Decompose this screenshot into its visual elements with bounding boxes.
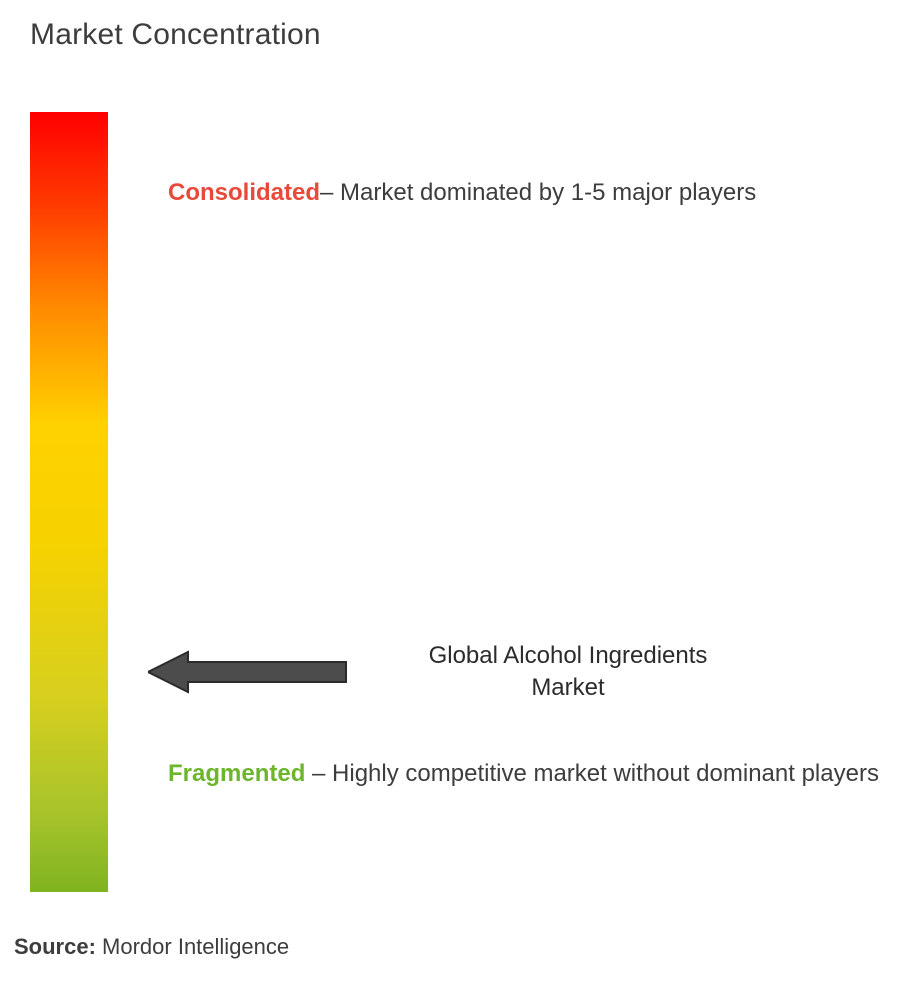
page-title: Market Concentration — [30, 18, 891, 52]
source-line: Source: Mordor Intelligence — [14, 934, 289, 960]
concentration-gradient-bar — [30, 112, 108, 892]
consolidated-desc: – Market dominated by 1-5 major players — [320, 179, 756, 206]
arrow-left-icon — [148, 650, 348, 694]
fragmented-keyword: Fragmented — [168, 760, 305, 787]
market-callout: Global Alcohol Ingredients Market — [148, 640, 738, 705]
consolidated-label: Consolidated– Market dominated by 1-5 ma… — [168, 174, 881, 211]
fragmented-desc: – Highly competitive market without domi… — [305, 760, 879, 787]
callout-line2: Market — [531, 674, 604, 701]
consolidated-keyword: Consolidated — [168, 179, 320, 206]
content-row: Consolidated– Market dominated by 1-5 ma… — [30, 112, 891, 892]
callout-line1: Global Alcohol Ingredients — [429, 642, 708, 669]
fragmented-label: Fragmented – Highly competitive market w… — [168, 752, 881, 796]
labels-column: Consolidated– Market dominated by 1-5 ma… — [148, 112, 891, 892]
callout-market-label: Global Alcohol Ingredients Market — [398, 640, 738, 705]
arrow-shape — [148, 652, 346, 692]
source-label: Source: — [14, 934, 96, 959]
source-value: Mordor Intelligence — [96, 934, 289, 959]
page-root: Market Concentration Consolidated– Marke… — [0, 0, 921, 1008]
